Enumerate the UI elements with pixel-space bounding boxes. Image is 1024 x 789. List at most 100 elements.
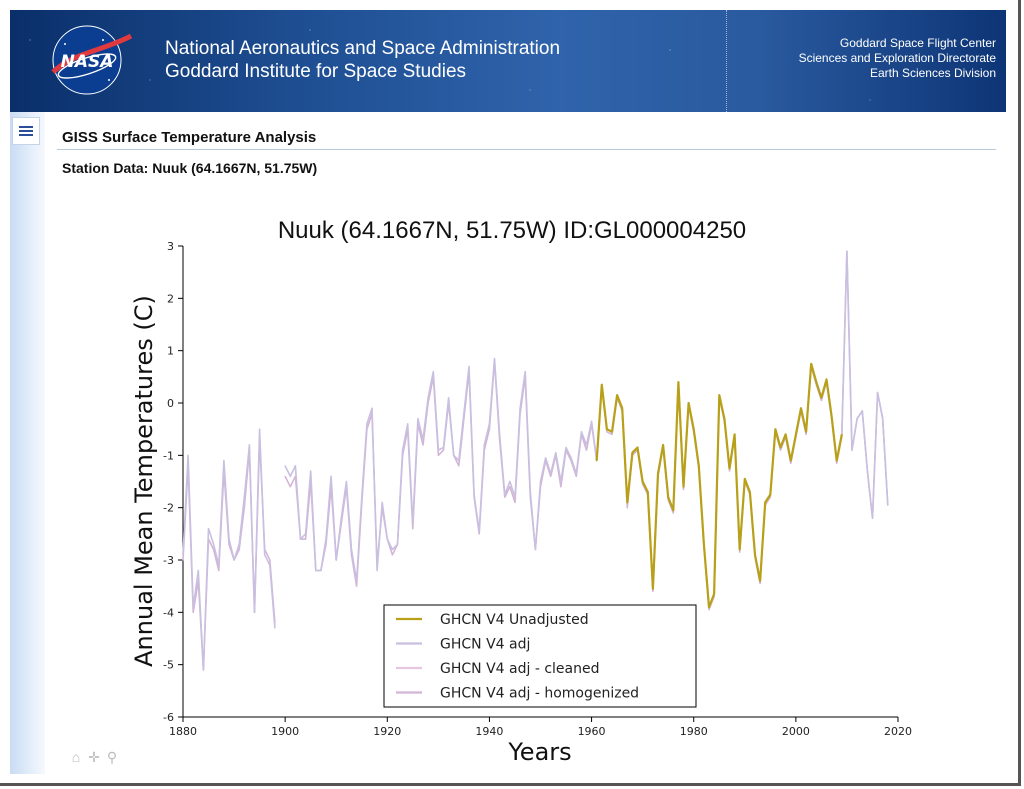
data-point bbox=[662, 444, 664, 446]
data-point bbox=[820, 399, 823, 401]
center-name-block: Goddard Space Flight Center Sciences and… bbox=[799, 36, 996, 81]
y-tick-label: 0 bbox=[167, 397, 174, 410]
data-point bbox=[264, 554, 266, 556]
nasa-logo[interactable]: NASA bbox=[45, 22, 135, 98]
data-point bbox=[688, 402, 690, 404]
data-point bbox=[483, 444, 485, 446]
series-line bbox=[182, 428, 276, 671]
data-point bbox=[718, 394, 720, 396]
x-tick-label: 1900 bbox=[271, 725, 299, 738]
data-point bbox=[228, 543, 230, 545]
data-point bbox=[877, 391, 879, 394]
legend-entry: GHCN V4 Unadjusted bbox=[440, 612, 589, 628]
data-point bbox=[749, 491, 751, 493]
center-line-2[interactable]: Sciences and Exploration Directorate bbox=[798, 51, 996, 65]
data-point bbox=[550, 475, 552, 477]
data-point bbox=[636, 446, 639, 449]
home-icon[interactable]: ⌂ bbox=[71, 749, 81, 765]
data-point bbox=[396, 543, 399, 545]
data-point bbox=[402, 449, 404, 451]
y-tick-label: 2 bbox=[167, 292, 174, 305]
data-point bbox=[422, 439, 424, 441]
data-point bbox=[361, 496, 363, 498]
data-point bbox=[412, 528, 414, 530]
data-point bbox=[682, 488, 685, 490]
data-point bbox=[545, 457, 547, 459]
data-point bbox=[779, 446, 782, 449]
data-point bbox=[713, 593, 715, 595]
data-point bbox=[284, 475, 286, 477]
legend-entry: GHCN V4 adj - homogenized bbox=[440, 686, 639, 702]
data-point bbox=[739, 548, 741, 551]
data-point bbox=[228, 538, 230, 540]
x-tick-label: 1880 bbox=[169, 725, 197, 738]
chart-legend: GHCN V4 Unadjusted GHCN V4 adj GHCN V4 adj… bbox=[383, 604, 697, 708]
menu-button[interactable] bbox=[12, 117, 40, 145]
data-point bbox=[580, 431, 583, 433]
data-point bbox=[790, 462, 792, 464]
data-point bbox=[407, 423, 409, 425]
center-line-3[interactable]: Earth Sciences Division bbox=[869, 66, 996, 80]
data-point bbox=[192, 606, 194, 608]
data-point bbox=[550, 473, 552, 475]
nasa-banner: NASA National Aeronautics and Space Admi… bbox=[10, 10, 1006, 112]
data-point bbox=[294, 465, 296, 467]
data-point bbox=[871, 517, 874, 519]
y-axis-label: Annual Mean Temperatures (C) bbox=[130, 295, 158, 667]
data-point bbox=[504, 494, 506, 496]
data-point bbox=[764, 501, 766, 503]
data-point bbox=[708, 606, 710, 608]
data-point bbox=[703, 543, 705, 545]
data-point bbox=[779, 449, 782, 451]
data-point bbox=[769, 494, 771, 496]
data-point bbox=[846, 250, 848, 252]
data-point bbox=[509, 486, 511, 488]
data-point bbox=[851, 449, 853, 451]
data-point bbox=[759, 582, 761, 585]
plot-toolbar: ⌂ ✛ ⚲ bbox=[68, 748, 120, 766]
y-tick-label: -3 bbox=[163, 554, 174, 567]
data-point bbox=[386, 538, 388, 540]
data-point bbox=[345, 480, 347, 483]
x-tick-label: 2020 bbox=[884, 725, 912, 738]
chart-title: Nuuk (64.1667N, 51.75W) ID:GL000004250 bbox=[277, 217, 747, 244]
data-point bbox=[437, 449, 439, 451]
data-point bbox=[621, 407, 623, 409]
data-point bbox=[488, 428, 490, 430]
data-point bbox=[218, 569, 220, 572]
data-point bbox=[376, 569, 378, 572]
x-tick-label: 2000 bbox=[782, 725, 810, 738]
data-point bbox=[315, 569, 317, 572]
data-point bbox=[795, 433, 797, 435]
data-point bbox=[524, 371, 526, 373]
agency-line-2: Goddard Institute for Space Studies bbox=[165, 61, 467, 82]
data-point bbox=[514, 501, 516, 503]
series-line bbox=[595, 362, 843, 609]
data-point bbox=[539, 480, 542, 483]
data-point bbox=[534, 548, 537, 551]
data-point bbox=[335, 559, 337, 561]
data-point bbox=[299, 538, 302, 540]
x-tick-label: 1920 bbox=[373, 725, 401, 738]
data-point bbox=[478, 533, 480, 535]
data-point bbox=[238, 548, 240, 551]
data-point bbox=[836, 460, 838, 462]
y-tick-label: -4 bbox=[163, 606, 174, 619]
data-point bbox=[493, 357, 496, 360]
zoom-icon[interactable]: ⚲ bbox=[106, 748, 118, 765]
data-point bbox=[187, 454, 189, 456]
data-point bbox=[785, 433, 787, 435]
pan-icon[interactable]: ✛ bbox=[88, 748, 100, 765]
data-point bbox=[417, 418, 419, 420]
data-point bbox=[305, 533, 307, 535]
data-point bbox=[519, 407, 521, 409]
data-point bbox=[820, 397, 823, 399]
data-point bbox=[565, 446, 567, 449]
data-point bbox=[805, 431, 807, 433]
center-line-1[interactable]: Goddard Space Flight Center bbox=[839, 36, 996, 50]
y-tick-label: 3 bbox=[167, 240, 174, 253]
data-point bbox=[734, 433, 736, 435]
data-point bbox=[672, 512, 674, 514]
